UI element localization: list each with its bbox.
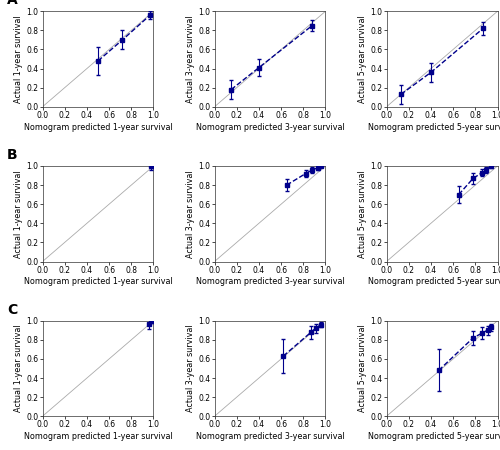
Y-axis label: Actual 5-year survival: Actual 5-year survival <box>358 15 368 103</box>
X-axis label: Nomogram predicted 1-year survival: Nomogram predicted 1-year survival <box>24 432 172 441</box>
Y-axis label: Actual 3-year survival: Actual 3-year survival <box>186 15 196 103</box>
X-axis label: Nomogram predicted 1-year survival: Nomogram predicted 1-year survival <box>24 123 172 132</box>
Y-axis label: Actual 5-year survival: Actual 5-year survival <box>358 170 368 257</box>
X-axis label: Nomogram predicted 1-year survival: Nomogram predicted 1-year survival <box>24 278 172 287</box>
X-axis label: Nomogram predicted 5-year survival: Nomogram predicted 5-year survival <box>368 123 500 132</box>
Y-axis label: Actual 5-year survival: Actual 5-year survival <box>358 324 368 412</box>
Y-axis label: Actual 1-year survival: Actual 1-year survival <box>14 325 24 412</box>
Text: B: B <box>7 148 18 162</box>
X-axis label: Nomogram predicted 3-year survival: Nomogram predicted 3-year survival <box>196 278 344 287</box>
X-axis label: Nomogram predicted 3-year survival: Nomogram predicted 3-year survival <box>196 432 344 441</box>
Text: A: A <box>7 0 18 8</box>
Y-axis label: Actual 3-year survival: Actual 3-year survival <box>186 170 196 257</box>
Y-axis label: Actual 1-year survival: Actual 1-year survival <box>14 15 24 103</box>
Y-axis label: Actual 3-year survival: Actual 3-year survival <box>186 325 196 412</box>
X-axis label: Nomogram predicted 3-year survival: Nomogram predicted 3-year survival <box>196 123 344 132</box>
X-axis label: Nomogram predicted 5-year survival: Nomogram predicted 5-year survival <box>368 278 500 287</box>
X-axis label: Nomogram predicted 5-year survival: Nomogram predicted 5-year survival <box>368 432 500 441</box>
Text: C: C <box>7 303 17 317</box>
Y-axis label: Actual 1-year survival: Actual 1-year survival <box>14 170 24 257</box>
